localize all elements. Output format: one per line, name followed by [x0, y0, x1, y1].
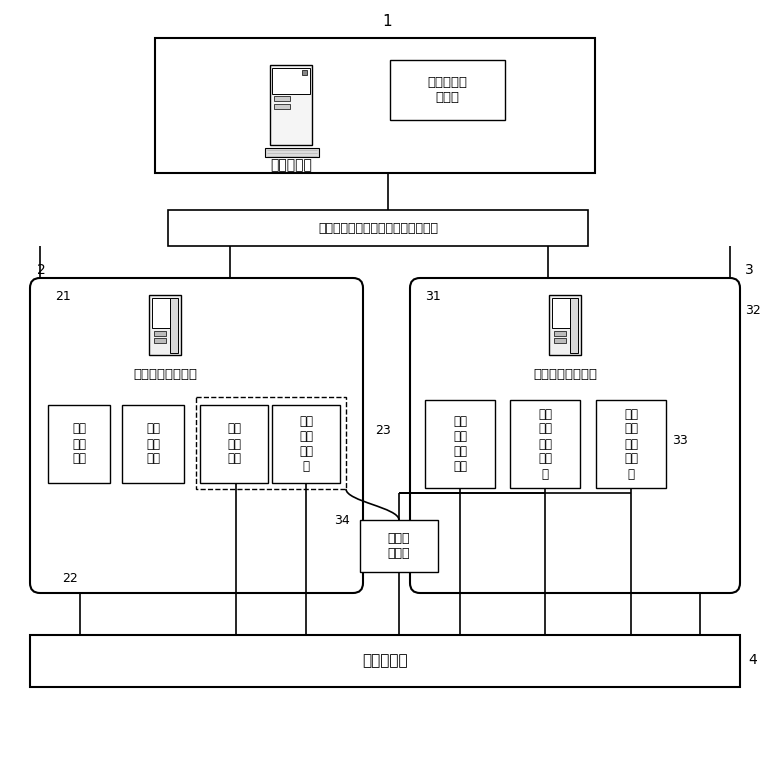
Text: 网络通信设备（以太网或串口通信）: 网络通信设备（以太网或串口通信）: [318, 222, 438, 235]
Text: 测试主控机: 测试主控机: [270, 158, 312, 172]
Bar: [154, 331, 166, 336]
Bar: [30, 635, 740, 687]
Text: 被测显示器: 被测显示器: [362, 654, 408, 668]
Text: 模拟
操控
模块: 模拟 操控 模块: [72, 422, 86, 466]
Bar: [554, 338, 566, 343]
Text: 32: 32: [745, 303, 761, 316]
Bar: [149, 295, 181, 355]
Text: 电压
采样
单板: 电压 采样 单板: [227, 422, 241, 466]
Bar: [274, 96, 290, 101]
FancyBboxPatch shape: [30, 278, 363, 593]
Text: 机器
视觉
模块: 机器 视觉 模块: [146, 422, 160, 466]
Bar: [272, 68, 310, 94]
Text: 22: 22: [62, 572, 78, 584]
Bar: [168, 210, 588, 246]
Text: 串口
通信
测试
子模
块: 串口 通信 测试 子模 块: [538, 408, 552, 481]
Bar: [170, 298, 178, 353]
Bar: [152, 298, 170, 328]
Text: 以太
网测
试子
模块: 以太 网测 试子 模块: [453, 415, 467, 473]
Text: 1: 1: [382, 14, 392, 30]
Text: 通信接口测试模块: 通信接口测试模块: [533, 369, 597, 382]
Text: 34: 34: [334, 514, 350, 527]
Text: 人机接口测试模块: 人机接口测试模块: [133, 369, 197, 382]
Bar: [272, 405, 340, 483]
Bar: [200, 405, 268, 483]
Bar: [554, 331, 566, 336]
Bar: [549, 295, 581, 355]
Bar: [196, 397, 346, 489]
Bar: [122, 405, 184, 483]
Text: 21: 21: [55, 290, 71, 303]
Bar: [360, 520, 438, 572]
Bar: [48, 405, 110, 483]
Text: 时间
分析
子模
块: 时间 分析 子模 块: [299, 415, 313, 473]
Text: 软件集成测
试模块: 软件集成测 试模块: [427, 76, 468, 104]
Text: 总线
通信
测试
子模
块: 总线 通信 测试 子模 块: [624, 408, 638, 481]
Bar: [596, 400, 666, 488]
Text: 31: 31: [425, 290, 441, 303]
Bar: [265, 148, 319, 157]
Text: 4: 4: [748, 653, 757, 667]
Bar: [270, 65, 312, 145]
Text: 故障注
入设备: 故障注 入设备: [388, 532, 410, 560]
Bar: [425, 400, 495, 488]
Bar: [154, 338, 166, 343]
Text: 33: 33: [672, 434, 688, 447]
Bar: [570, 298, 578, 353]
Bar: [552, 298, 570, 328]
FancyBboxPatch shape: [410, 278, 740, 593]
Bar: [274, 104, 290, 109]
Bar: [155, 38, 595, 173]
Text: 23: 23: [375, 424, 391, 437]
Text: 2: 2: [37, 263, 46, 277]
Bar: [510, 400, 580, 488]
Text: 3: 3: [745, 263, 754, 277]
Bar: [302, 70, 307, 75]
Bar: [390, 60, 505, 120]
